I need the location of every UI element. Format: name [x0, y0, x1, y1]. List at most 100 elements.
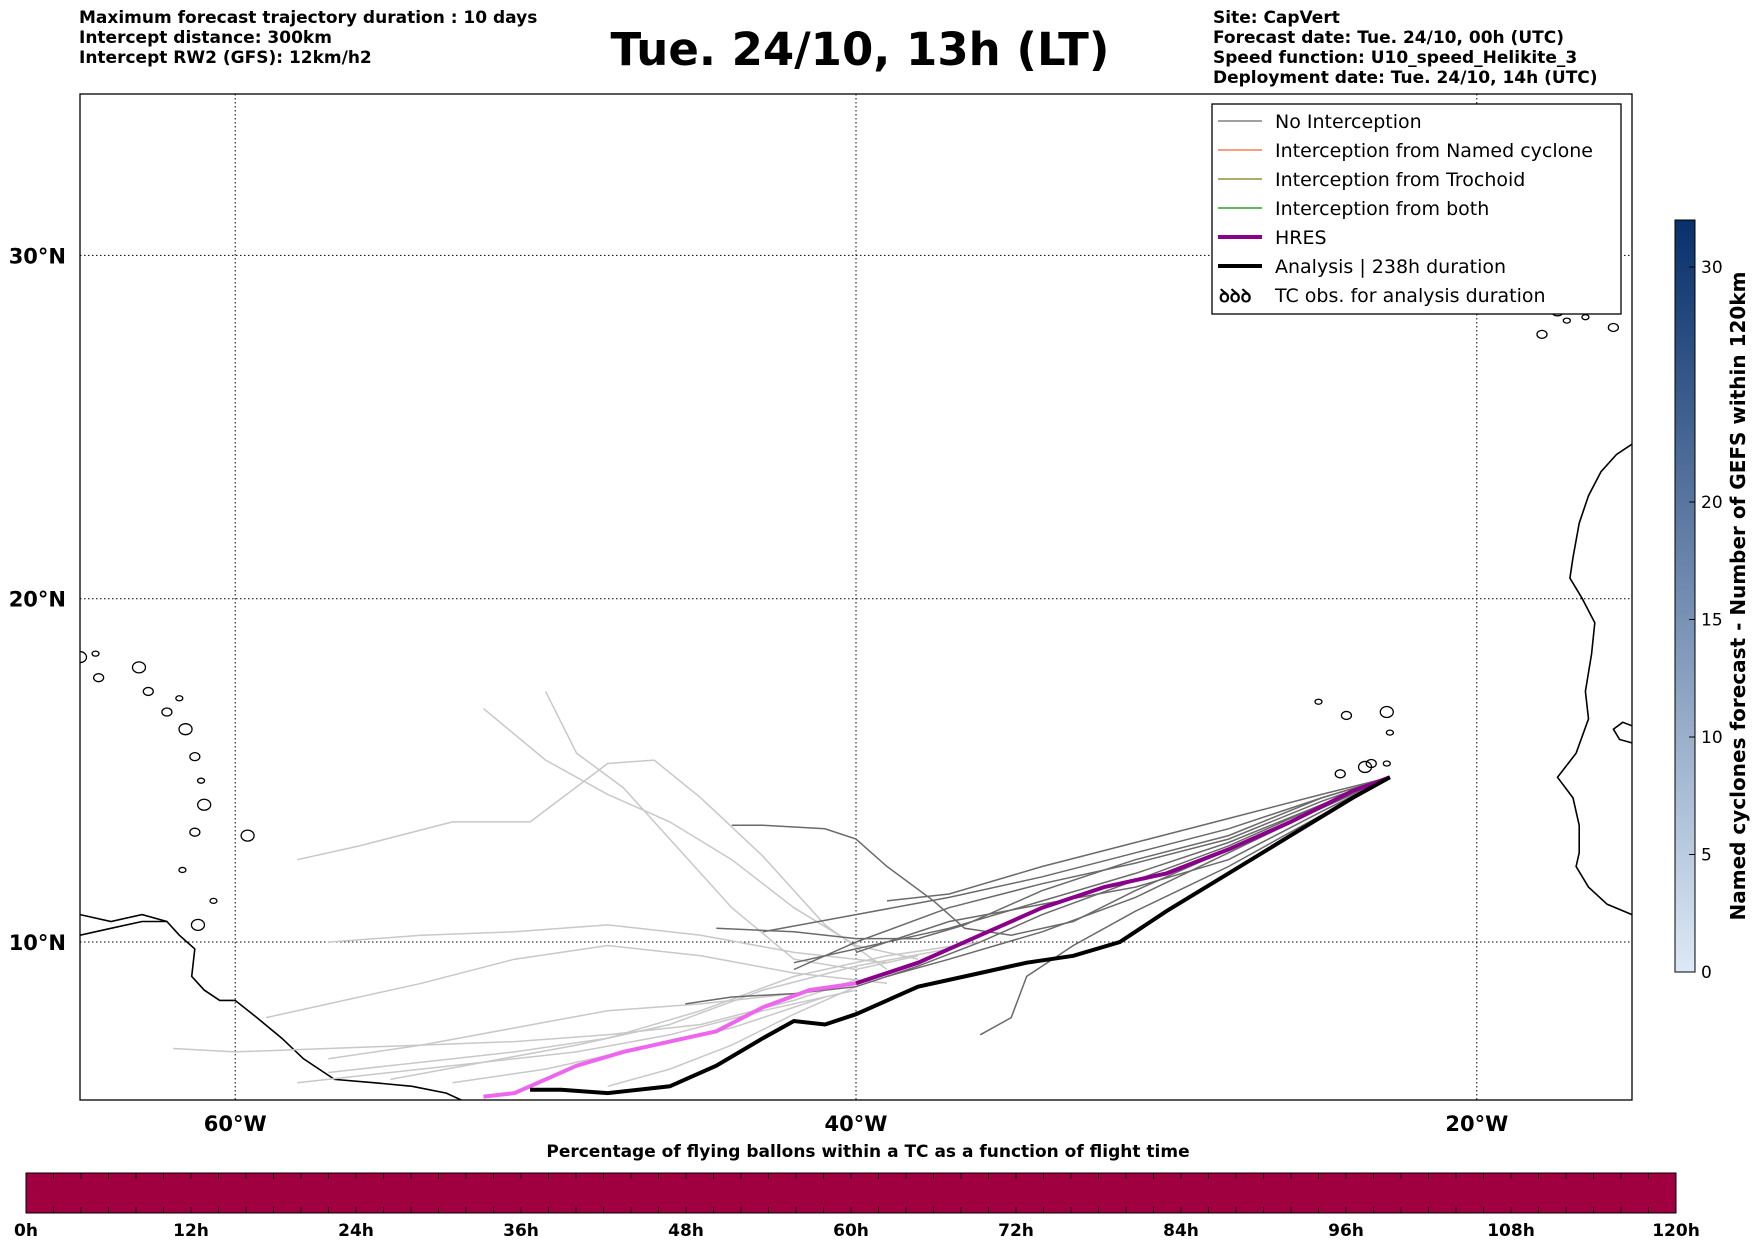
longitude-tick-label: 60°W — [204, 1112, 267, 1136]
island — [161, 707, 173, 717]
hres-trajectory — [855, 775, 1391, 986]
island — [80, 650, 88, 664]
bottom-colorbar-tick-label: 108h — [1487, 1221, 1535, 1241]
ensemble-trajectory-late — [328, 992, 794, 1060]
island — [1581, 314, 1590, 321]
ensemble-trajectory — [716, 776, 1391, 940]
bottom-colorbar-tick-label: 84h — [1163, 1221, 1199, 1241]
right-colorbar-tick-label: 20 — [1701, 493, 1723, 513]
header-left-line-2: Intercept distance: 300km — [79, 28, 332, 48]
legend-frame — [1211, 103, 1622, 315]
island — [209, 897, 218, 905]
island — [197, 798, 212, 811]
legend-label: TC obs. for analysis duration — [1274, 285, 1546, 307]
island — [240, 829, 255, 842]
legend-label: Interception from Trochoid — [1275, 169, 1525, 191]
bottom-colorbar-bar — [25, 1172, 1677, 1214]
right-colorbar-label: Named cyclones forecast - Number of GEFS… — [1726, 272, 1750, 921]
header-left-line-3: Intercept RW2 (GFS): 12km/h2 — [79, 48, 372, 68]
ensemble-trajectory — [855, 776, 1391, 954]
right-colorbar-tick-label: 5 — [1701, 846, 1712, 866]
bottom-colorbar-tick-label: 12h — [173, 1221, 209, 1241]
map-axis-labels: 60°W 40°W 20°W 30°N 20°N 10°N — [9, 244, 1509, 1136]
legend-label: HRES — [1275, 227, 1327, 249]
header-left-info: Maximum forecast trajectory duration : 1… — [79, 8, 537, 68]
island — [1334, 769, 1346, 779]
ensemble-trajectory-late — [328, 924, 888, 964]
latitude-tick-label: 30°N — [9, 244, 66, 268]
island — [189, 827, 201, 837]
ensemble-trajectory-late — [483, 708, 919, 960]
legend-label: Analysis | 238h duration — [1275, 256, 1506, 278]
coastline — [80, 913, 168, 923]
island — [196, 777, 206, 784]
island — [1314, 698, 1323, 705]
analysis-trajectory — [530, 775, 1391, 1096]
ensemble-trajectory-late — [544, 691, 919, 971]
island — [92, 673, 105, 683]
island — [1382, 760, 1391, 767]
coastline — [1556, 443, 1632, 916]
island — [1385, 729, 1395, 736]
ensemble-trajectory — [685, 776, 1391, 1005]
right-colorbar-tick-label: 30 — [1701, 258, 1723, 278]
island — [1365, 758, 1377, 769]
bottom-colorbar-tick-label: 24h — [338, 1221, 374, 1241]
bottom-colorbar-tick-label: 60h — [833, 1221, 869, 1241]
right-colorbar-tick-label: 0 — [1701, 963, 1712, 983]
ensemble-trajectory — [762, 776, 1391, 933]
island — [178, 866, 187, 874]
legend-label: Interception from Named cyclone — [1275, 140, 1593, 162]
ensemble-trajectory-late — [297, 989, 857, 1084]
map-legend: No Interception Interception from Named c… — [1211, 103, 1622, 315]
right-colorbar-tick-label: 10 — [1701, 728, 1723, 748]
island — [1340, 710, 1353, 721]
coastline — [1612, 721, 1632, 744]
header-right-line-3: Speed function: U10_speed_Helikite_3 — [1213, 48, 1578, 68]
right-colorbar: 0 5 10 15 20 30 Named cyclones forecast - Num… — [1674, 219, 1750, 983]
island — [189, 752, 201, 762]
longitude-tick-label: 20°W — [1445, 1112, 1508, 1136]
island — [1536, 329, 1548, 339]
bottom-colorbar-title: Percentage of flying ballons within a TC… — [546, 1142, 1189, 1162]
header-left-line-1: Maximum forecast trajectory duration : 1… — [79, 8, 538, 28]
ensemble-trajectory — [793, 776, 1391, 971]
island — [1379, 705, 1394, 719]
header-right-info: Site: CapVert Forecast date: Tue. 24/10,… — [1213, 8, 1598, 88]
header-right-line-2: Forecast date: Tue. 24/10, 00h (UTC) — [1213, 28, 1564, 48]
ensemble-trajectory-late — [266, 944, 888, 1019]
bottom-colorbar-tick-label: 72h — [998, 1221, 1034, 1241]
island — [175, 695, 184, 702]
longitude-tick-label: 40°W — [825, 1112, 888, 1136]
island — [131, 661, 147, 674]
latitude-tick-label: 10°N — [9, 931, 66, 955]
header-right-line-4: Deployment date: Tue. 24/10, 14h (UTC) — [1213, 68, 1598, 88]
bottom-colorbar-tick-label: 120h — [1652, 1221, 1700, 1241]
island — [190, 918, 206, 932]
right-colorbar-gradient — [1674, 219, 1696, 973]
main-title: Tue. 24/10, 13h (LT) — [610, 23, 1110, 76]
header-right-line-1: Site: CapVert — [1213, 8, 1340, 28]
map-frame — [79, 93, 1633, 1101]
map-area — [79, 93, 1633, 1101]
right-colorbar-tick-label: 15 — [1701, 611, 1723, 631]
trajectories — [173, 691, 1391, 1099]
latitude-tick-label: 20°N — [9, 588, 66, 612]
island — [178, 723, 193, 736]
ensemble-trajectory-late — [607, 986, 857, 1088]
bottom-colorbar: Percentage of flying ballons within a TC… — [14, 1142, 1700, 1241]
legend-label: Interception from both — [1275, 198, 1489, 220]
bottom-colorbar-tick-label: 36h — [503, 1221, 539, 1241]
ensemble-trajectory — [886, 776, 1391, 902]
island — [142, 686, 154, 697]
island — [1607, 322, 1620, 333]
ensemble-trajectory-late — [297, 759, 888, 971]
hres-trajectory-late — [483, 981, 857, 1099]
island — [1562, 317, 1571, 324]
bottom-colorbar-tick-label: 96h — [1328, 1221, 1364, 1241]
ensemble-trajectory-late — [390, 948, 950, 1081]
island — [91, 650, 100, 657]
ensemble-trajectory — [979, 776, 1391, 1036]
coastlines — [80, 293, 1632, 1100]
